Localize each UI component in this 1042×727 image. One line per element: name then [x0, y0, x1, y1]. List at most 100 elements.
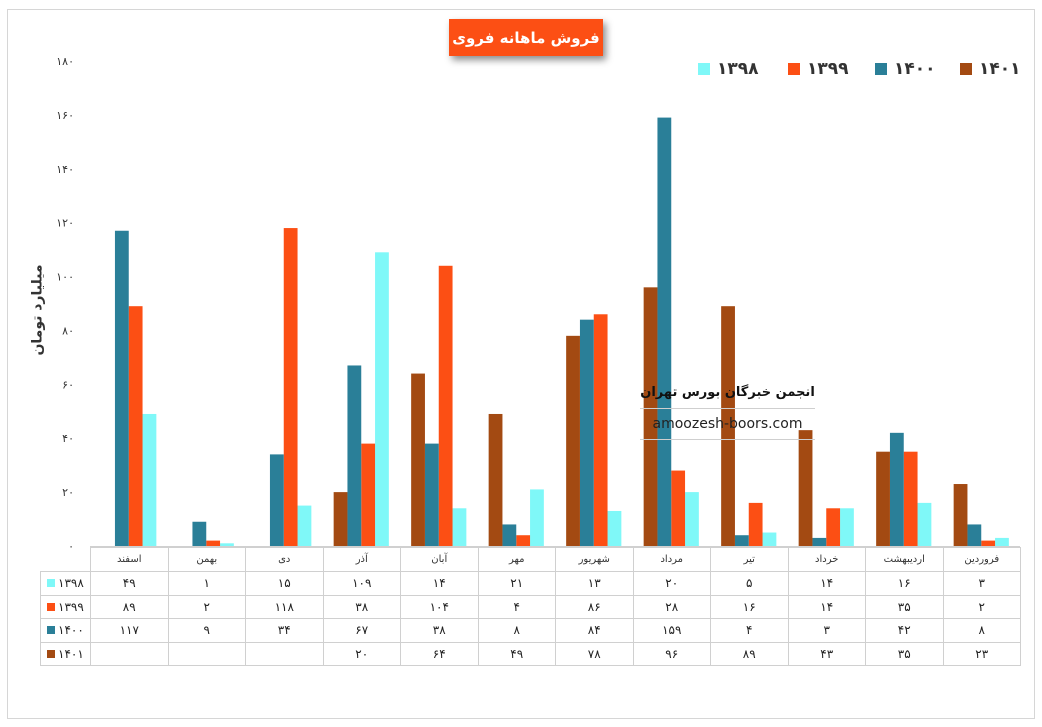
row-label: ۱۴۰۰: [40, 618, 91, 643]
legend-label: ۱۳۹۸: [717, 59, 759, 79]
bar: [671, 470, 686, 546]
table-cell: ۹۶: [632, 641, 711, 666]
category-label: فروردین: [942, 547, 1021, 572]
category-label: دی: [245, 547, 324, 572]
table-cell: ۱: [167, 571, 246, 596]
bar: [566, 335, 580, 546]
bar: [721, 306, 735, 546]
bar: [424, 443, 439, 546]
category-label: مرداد: [632, 547, 711, 572]
category-label: آبان: [400, 547, 479, 572]
category-label: تیر: [710, 547, 789, 572]
bar: [142, 413, 157, 546]
legend-label: ۱۴۰۰: [894, 59, 936, 79]
y-tick-label: ۱۰۰: [56, 271, 74, 284]
row-label: ۱۳۹۸: [40, 571, 91, 596]
bar: [593, 314, 608, 546]
table-cell: ۲۰: [632, 571, 711, 596]
category-label: مهر: [477, 547, 556, 572]
y-axis-label-wrapper: میلیارد تومان: [13, 260, 63, 360]
row-label: ۱۳۹۹: [40, 594, 91, 619]
bar: [516, 535, 531, 546]
bar: [530, 489, 544, 546]
watermark-title: انجمن خبرگان بورس تهران: [640, 378, 815, 409]
bar: [903, 451, 918, 546]
table-cell: ۱۶: [710, 594, 789, 619]
table-cell: ۴۹: [90, 571, 169, 596]
bar: [798, 430, 813, 546]
bar: [297, 505, 312, 546]
bar: [953, 484, 968, 546]
table-cell: ۳: [942, 571, 1021, 596]
bar: [361, 443, 376, 546]
table-cell: ۲۸: [632, 594, 711, 619]
bar: [840, 508, 854, 546]
bar: [452, 508, 467, 546]
table-cell: ۱۵۹: [632, 618, 711, 643]
table-cell: ۸۹: [90, 594, 169, 619]
table-cell: ۶۷: [322, 618, 401, 643]
bar: [734, 535, 749, 546]
legend: ۱۳۹۸ ۱۳۹۹ ۱۴۰۰ ۱۴۰۱: [690, 56, 1021, 82]
bar: [748, 502, 763, 546]
table-cell: ۱۴: [787, 571, 866, 596]
bar: [889, 432, 904, 546]
bar: [114, 230, 129, 546]
legend-label: ۱۴۰۱: [979, 59, 1021, 79]
bar: [283, 228, 298, 546]
table-cell: ۲۳: [942, 641, 1021, 666]
category-label: اسفند: [90, 547, 169, 572]
bar: [967, 524, 982, 546]
bar: [812, 537, 827, 546]
category-label: بهمن: [167, 547, 246, 572]
category-label: خرداد: [787, 547, 866, 572]
table-cell: ۵: [710, 571, 789, 596]
table-cell: ۲۱: [477, 571, 556, 596]
bar: [438, 265, 453, 546]
table-cell: ۱۵: [245, 571, 324, 596]
row-label: ۱۴۰۱: [40, 641, 91, 666]
row-swatch: [47, 579, 55, 588]
category-label: شهریور: [555, 547, 634, 572]
table-cell: ۳۸: [322, 594, 401, 619]
legend-label: ۱۳۹۹: [807, 59, 849, 79]
table-cell: ۴: [710, 618, 789, 643]
legend-item: ۱۳۹۸: [698, 56, 759, 82]
table-cell: ۴۲: [865, 618, 944, 643]
y-tick-label: ۴۰: [62, 432, 74, 445]
table-cell: ۲: [167, 594, 246, 619]
bar: [981, 540, 996, 546]
table-cell: ۱۴: [787, 594, 866, 619]
table-cell: ۳: [787, 618, 866, 643]
table-cell: ۳۵: [865, 641, 944, 666]
table-cell: ۲۰: [322, 641, 401, 666]
bar: [762, 532, 777, 546]
category-label: آذر: [322, 547, 401, 572]
bar: [375, 252, 389, 546]
table-cell: ۹: [167, 618, 246, 643]
bars-group: [114, 117, 1009, 546]
table-cell: ۸۹: [710, 641, 789, 666]
bar: [269, 454, 284, 546]
y-tick-label: ۱۴۰: [56, 163, 74, 176]
table-cell: ۱۱۸: [245, 594, 324, 619]
table-cell: ۳۸: [400, 618, 479, 643]
table-header-row: اسفند بهمن دی آذر آبان مهر شهریور مرداد تیر خرداد…: [40, 547, 1021, 572]
legend-item: ۱۴۰۰: [875, 56, 936, 82]
table-cell: ۱۱۷: [90, 618, 169, 643]
table-cell: ۷۸: [555, 641, 634, 666]
bar: [995, 537, 1009, 546]
row-swatch: [47, 626, 55, 635]
table-cell: ۱۶: [865, 571, 944, 596]
y-tick-label: ۱۶۰: [56, 109, 74, 122]
bar: [502, 524, 517, 546]
table-cell: ۸: [942, 618, 1021, 643]
bar: [206, 540, 221, 546]
bar: [607, 510, 622, 546]
legend-swatch: [698, 63, 710, 75]
table-cell: ۸۴: [555, 618, 634, 643]
table-cell: ۱۰۹: [322, 571, 401, 596]
table-cell: ۳۵: [865, 594, 944, 619]
table-cell: [167, 641, 246, 666]
table-cell: ۴: [477, 594, 556, 619]
